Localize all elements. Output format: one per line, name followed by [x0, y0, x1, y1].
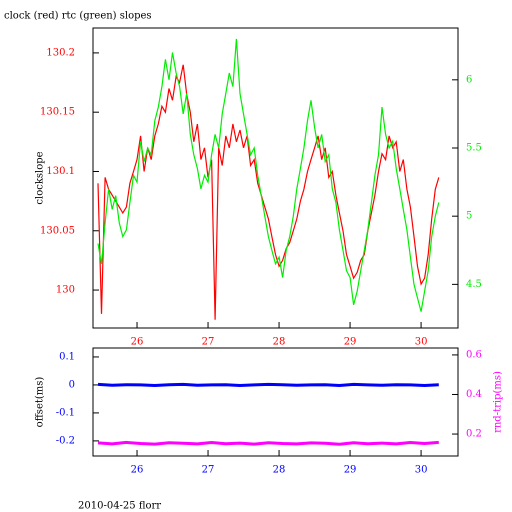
x-tick-label: 27 — [202, 465, 215, 476]
y-tick-label: 130.05 — [40, 225, 75, 236]
chart-title: clock (red) rtc (green) slopes — [4, 11, 152, 22]
series-line — [97, 38, 440, 312]
plot-frame — [92, 347, 459, 457]
x-tick-label: 26 — [131, 337, 144, 348]
y2-tick-label: 0.6 — [466, 349, 482, 360]
series-line — [97, 64, 440, 320]
y2-tick-label: 4.5 — [466, 279, 482, 290]
series-line — [97, 440, 439, 446]
y-tick-label: 130 — [56, 285, 75, 296]
x-tick-label: 26 — [131, 465, 144, 476]
y-axis-label: clockslope — [35, 151, 46, 204]
y2-tick-label: 0.2 — [466, 429, 482, 440]
y-axis-label: offset(ms) — [35, 377, 46, 428]
y-tick-label: 0 — [69, 379, 75, 390]
plot-frame — [92, 27, 459, 329]
footer: 2010-04-25 florr — [78, 501, 161, 512]
x-tick-label: 28 — [273, 465, 286, 476]
x-tick-label: 30 — [415, 337, 428, 348]
y2-axis-label: rnd-trip(ms) — [493, 371, 504, 433]
y2-tick-label: 6 — [466, 74, 472, 85]
x-tick-label: 29 — [344, 465, 357, 476]
y-tick-label: 130.15 — [40, 107, 75, 118]
y-tick-label: -0.2 — [56, 435, 75, 446]
y-tick-label: 130.2 — [46, 47, 75, 58]
series-line — [97, 382, 439, 388]
y-tick-label: -0.1 — [56, 407, 75, 418]
x-tick-label: 30 — [415, 465, 428, 476]
y2-tick-label: 5.5 — [466, 143, 482, 154]
y2-tick-label: 0.4 — [466, 389, 482, 400]
x-tick-label: 29 — [344, 337, 357, 348]
y2-tick-label: 5 — [466, 211, 472, 222]
x-tick-label: 27 — [202, 337, 215, 348]
y-tick-label: 130.1 — [46, 166, 75, 177]
x-tick-label: 28 — [273, 337, 286, 348]
y-tick-label: 0.1 — [59, 351, 75, 362]
